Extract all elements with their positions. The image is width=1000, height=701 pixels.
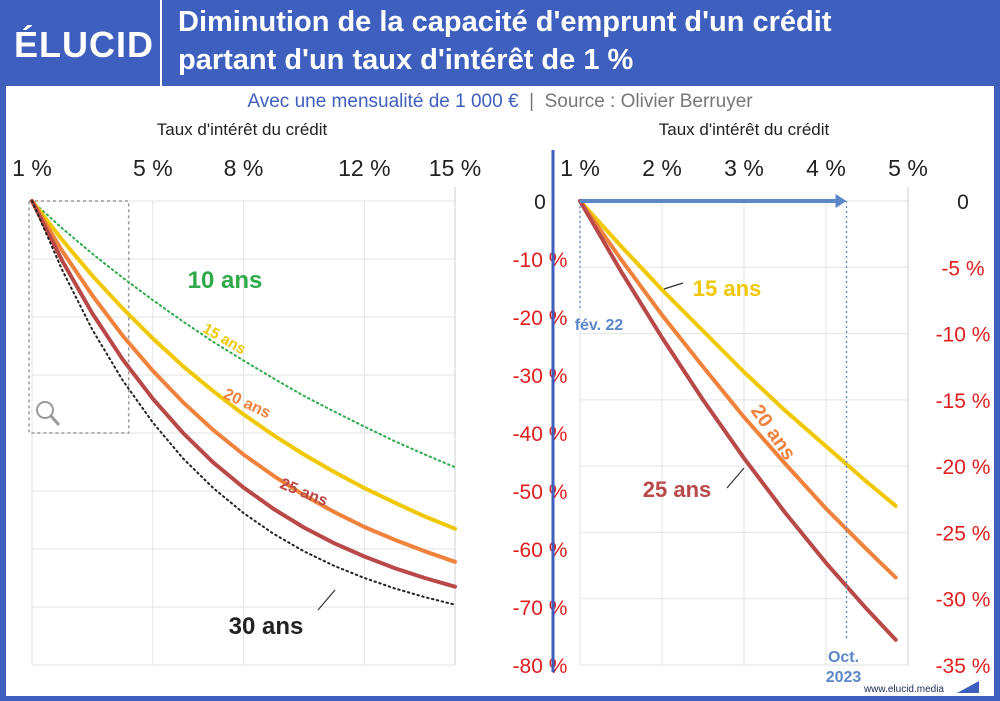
frame-right: [994, 86, 1000, 701]
y-tick-label: -20 %: [936, 456, 991, 479]
x-tick-label: 15 %: [429, 155, 481, 181]
series-label-15-ans: 15 ans: [693, 276, 762, 301]
subtitle-source: Source : Olivier Berruyer: [544, 91, 753, 112]
y-tick-label: -80 %: [513, 655, 568, 678]
x-axis-title: Taux d'intérêt du crédit: [157, 120, 328, 139]
x-axis-title: Taux d'intérêt du crédit: [659, 120, 830, 139]
series-label-10-ans: 10 ans: [188, 267, 263, 294]
y-tick-label: 0: [957, 191, 969, 214]
series-label-30-ans: 30 ans: [229, 613, 304, 640]
x-tick-label: 1 %: [560, 155, 600, 181]
logo-mark-icon: [957, 681, 979, 693]
frame-bottom: [0, 696, 1000, 701]
x-tick-label: 3 %: [724, 155, 764, 181]
frame-left: [0, 86, 6, 701]
y-tick-label: -35 %: [936, 655, 991, 678]
x-tick-label: 5 %: [888, 155, 928, 181]
series-line-25-ans: [578, 199, 898, 642]
subtitle-monthly: Avec une mensualité de 1 000 €: [247, 91, 519, 112]
y-tick-label: -40 %: [513, 423, 568, 446]
website-footer[interactable]: www.elucid.media: [863, 684, 944, 695]
brand-logo[interactable]: ÉLUCID: [0, 0, 162, 86]
series-line-20-ans: [578, 199, 898, 580]
series-label-15-ans: 15 ans: [200, 320, 249, 358]
x-tick-label: 2 %: [642, 155, 682, 181]
series-label-25-ans: 25 ans: [277, 476, 330, 510]
magnifier-icon: [36, 401, 54, 419]
y-tick-label: -5 %: [941, 257, 984, 280]
header-bar: ÉLUCID Diminution de la capacité d'empru…: [0, 0, 1000, 86]
annotation-feb22: fév. 22: [575, 317, 624, 334]
x-tick-label: 8 %: [224, 155, 264, 181]
series-label-20-ans: 20 ans: [746, 401, 800, 465]
y-tick-label: -70 %: [513, 597, 568, 620]
leader-line: [317, 589, 336, 611]
y-tick-label: -30 %: [513, 365, 568, 388]
logo-text: ÉLUCID: [14, 24, 154, 65]
y-tick-label: -20 %: [513, 307, 568, 330]
annotation-oct2023-line2: 2023: [826, 669, 862, 686]
annotation-oct2023-line1: Oct.: [828, 649, 859, 666]
subtitle: Avec une mensualité de 1 000 € | Source …: [0, 91, 1000, 113]
leader-line: [663, 282, 684, 290]
series-line-15-ans: [578, 199, 898, 508]
y-tick-label: -10 %: [936, 324, 991, 347]
x-tick-label: 5 %: [133, 155, 173, 181]
y-tick-label: 0: [534, 191, 546, 214]
series-line-30-ans: [31, 200, 456, 606]
series-line-15-ans: [30, 199, 457, 531]
subtitle-separator: |: [529, 91, 535, 112]
y-tick-label: -60 %: [513, 539, 568, 562]
x-tick-label: 12 %: [338, 155, 390, 181]
magnifier-handle-icon: [49, 415, 61, 426]
series-line-25-ans: [30, 199, 457, 589]
y-tick-label: -10 %: [513, 249, 568, 272]
y-tick-label: -50 %: [513, 481, 568, 504]
zoom-box: [28, 200, 130, 434]
y-tick-label: -25 %: [936, 522, 991, 545]
arrow-head-icon: [835, 194, 847, 208]
y-tick-label: -30 %: [936, 589, 991, 612]
series-label-25-ans: 25 ans: [643, 477, 712, 502]
leader-line: [726, 467, 745, 489]
x-tick-label: 1 %: [12, 155, 52, 181]
y-tick-label: -15 %: [936, 390, 991, 413]
series-line-10-ans: [31, 200, 456, 469]
series-line-20-ans: [30, 199, 457, 564]
page-title-line-2: partant d'un taux d'intérêt de 1 %: [178, 44, 634, 76]
page-title-line-1: Diminution de la capacité d'emprunt d'un…: [178, 6, 832, 38]
x-tick-label: 4 %: [806, 155, 846, 181]
